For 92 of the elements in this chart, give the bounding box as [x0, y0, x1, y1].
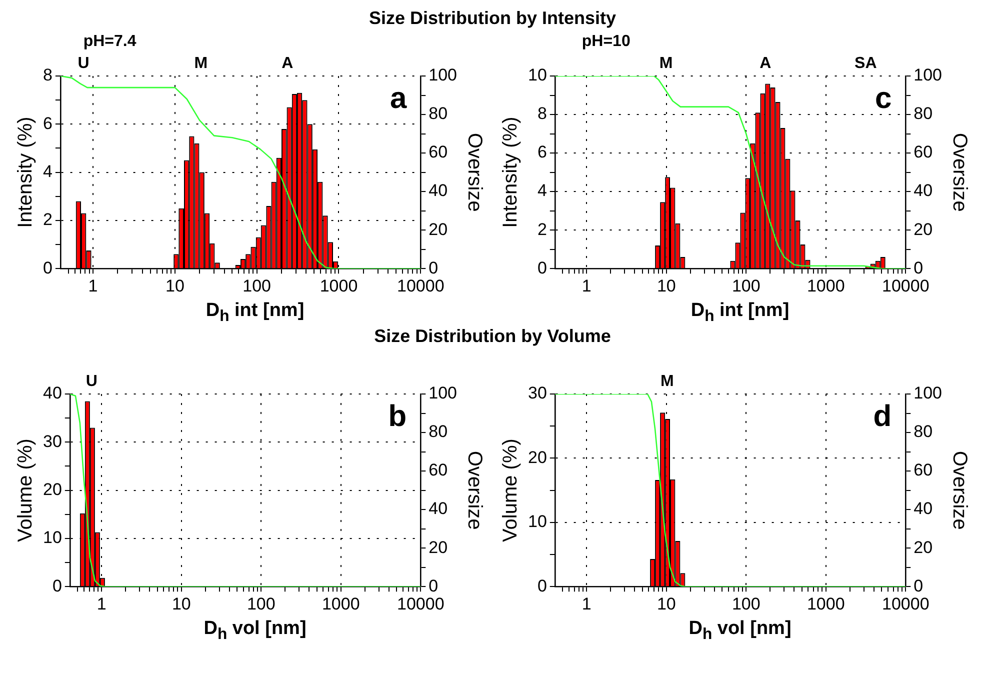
y2-tick-label: 0	[914, 258, 924, 278]
text: M	[660, 373, 674, 390]
y2-tick-label: 0	[914, 576, 924, 596]
y-tick-label: 10	[528, 66, 547, 85]
annotation: d	[873, 400, 892, 433]
x-axis-title: D$_{h}$ int [nm]	[204, 300, 306, 326]
y2-tick-label: 80	[914, 104, 933, 124]
x-tick-label: 1000	[320, 276, 358, 296]
y-axis-title: Intensity (%)	[14, 116, 37, 228]
y2-tick-label: 80	[428, 422, 448, 442]
y2-tick-label: 60	[428, 460, 448, 480]
x-axis-title: D$_{h}$ vol [nm]	[202, 618, 308, 644]
y-tick-label: 30	[42, 432, 62, 451]
y2-tick-label: 20	[914, 538, 933, 557]
y2-tick-label: 100	[428, 66, 458, 85]
annotation: c	[874, 82, 892, 115]
x-tick-label: 1	[88, 276, 98, 296]
x-tick-label: 1000	[322, 594, 360, 614]
y-tick-label: 6	[537, 142, 547, 162]
y-tick-label: 2	[42, 210, 52, 230]
x-axis-title: D$_{h}$ vol [nm]	[688, 618, 792, 644]
y2-tick-label: 80	[914, 422, 933, 442]
x-tick-label: 100	[242, 276, 272, 296]
x-tick-label: 10000	[396, 594, 444, 614]
y-tick-label: 0	[537, 576, 547, 596]
y-tick-label: 8	[42, 66, 52, 85]
y2-axis-title: Oversize	[948, 132, 970, 212]
text: M	[194, 55, 208, 72]
y-tick-label: 30	[528, 384, 547, 403]
x-tick-label: 1	[582, 276, 592, 296]
text: Size Distribution by Volume	[374, 326, 611, 346]
y-tick-label: 0	[537, 258, 547, 278]
text: SA	[854, 55, 878, 72]
x-tick-label: 1000	[806, 276, 845, 296]
y2-tick-label: 80	[428, 104, 448, 124]
y2-tick-label: 40	[428, 181, 448, 200]
text: M	[659, 55, 673, 72]
y2-tick-label: 100	[914, 66, 942, 85]
x-axis-title: D$_{h}$ int [nm]	[690, 300, 790, 326]
text: pH=10	[582, 33, 630, 50]
y-tick-label: 0	[42, 258, 52, 278]
y2-tick-label: 40	[428, 499, 448, 518]
y-tick-label: 2	[537, 220, 547, 239]
y-tick-label: 6	[42, 114, 52, 133]
y-tick-label: 40	[42, 384, 62, 403]
y2-axis-title: Oversize	[463, 132, 486, 212]
x-tick-label: 10	[172, 594, 191, 614]
y-tick-label: 8	[537, 104, 547, 124]
y-tick-label: 20	[42, 480, 62, 499]
y-axis-title: Volume (%)	[500, 438, 522, 542]
y2-tick-label: 40	[914, 181, 933, 200]
x-tick-label: 1	[96, 594, 106, 614]
y2-tick-label: 0	[428, 258, 438, 278]
y-axis-title: Intensity (%)	[500, 116, 522, 228]
y2-axis-title: Oversize	[948, 450, 970, 530]
y2-tick-label: 20	[428, 538, 448, 557]
y-tick-label: 4	[42, 162, 52, 181]
y-axis-title: Volume (%)	[14, 438, 37, 542]
y-tick-label: 4	[537, 181, 547, 200]
x-tick-label: 10000	[882, 594, 930, 614]
x-tick-label: 10	[656, 594, 676, 614]
y2-tick-label: 20	[914, 220, 933, 239]
y-tick-label: 10	[528, 512, 547, 532]
y2-axis-title: Oversize	[463, 450, 486, 530]
y2-tick-label: 20	[428, 220, 448, 239]
y2-tick-label: 100	[914, 384, 942, 403]
x-tick-label: 1	[582, 594, 592, 614]
text: U	[78, 55, 90, 72]
annotation: b	[388, 400, 407, 433]
x-tick-label: 1000	[806, 594, 845, 614]
x-tick-label: 100	[246, 594, 276, 614]
y2-tick-label: 60	[428, 142, 448, 162]
x-tick-label: 10	[656, 276, 676, 296]
y-tick-label: 20	[528, 448, 547, 467]
y2-tick-label: 40	[914, 499, 933, 518]
y-tick-label: 0	[52, 576, 62, 596]
y2-tick-label: 0	[428, 576, 438, 596]
text: Size Distribution by Intensity	[368, 8, 616, 28]
text: A	[282, 55, 294, 72]
y2-tick-label: 60	[914, 460, 933, 480]
x-tick-label: 10	[165, 276, 184, 296]
text: A	[760, 55, 772, 72]
y-tick-label: 10	[42, 528, 62, 548]
annotation: a	[390, 82, 407, 115]
x-tick-label: 100	[732, 594, 760, 614]
x-tick-label: 10000	[882, 276, 930, 296]
y2-tick-label: 60	[914, 142, 933, 162]
text: U	[86, 373, 98, 390]
x-tick-label: 10000	[396, 276, 444, 296]
text: pH=7.4	[83, 33, 136, 50]
y2-tick-label: 100	[428, 384, 458, 403]
x-tick-label: 100	[732, 276, 760, 296]
